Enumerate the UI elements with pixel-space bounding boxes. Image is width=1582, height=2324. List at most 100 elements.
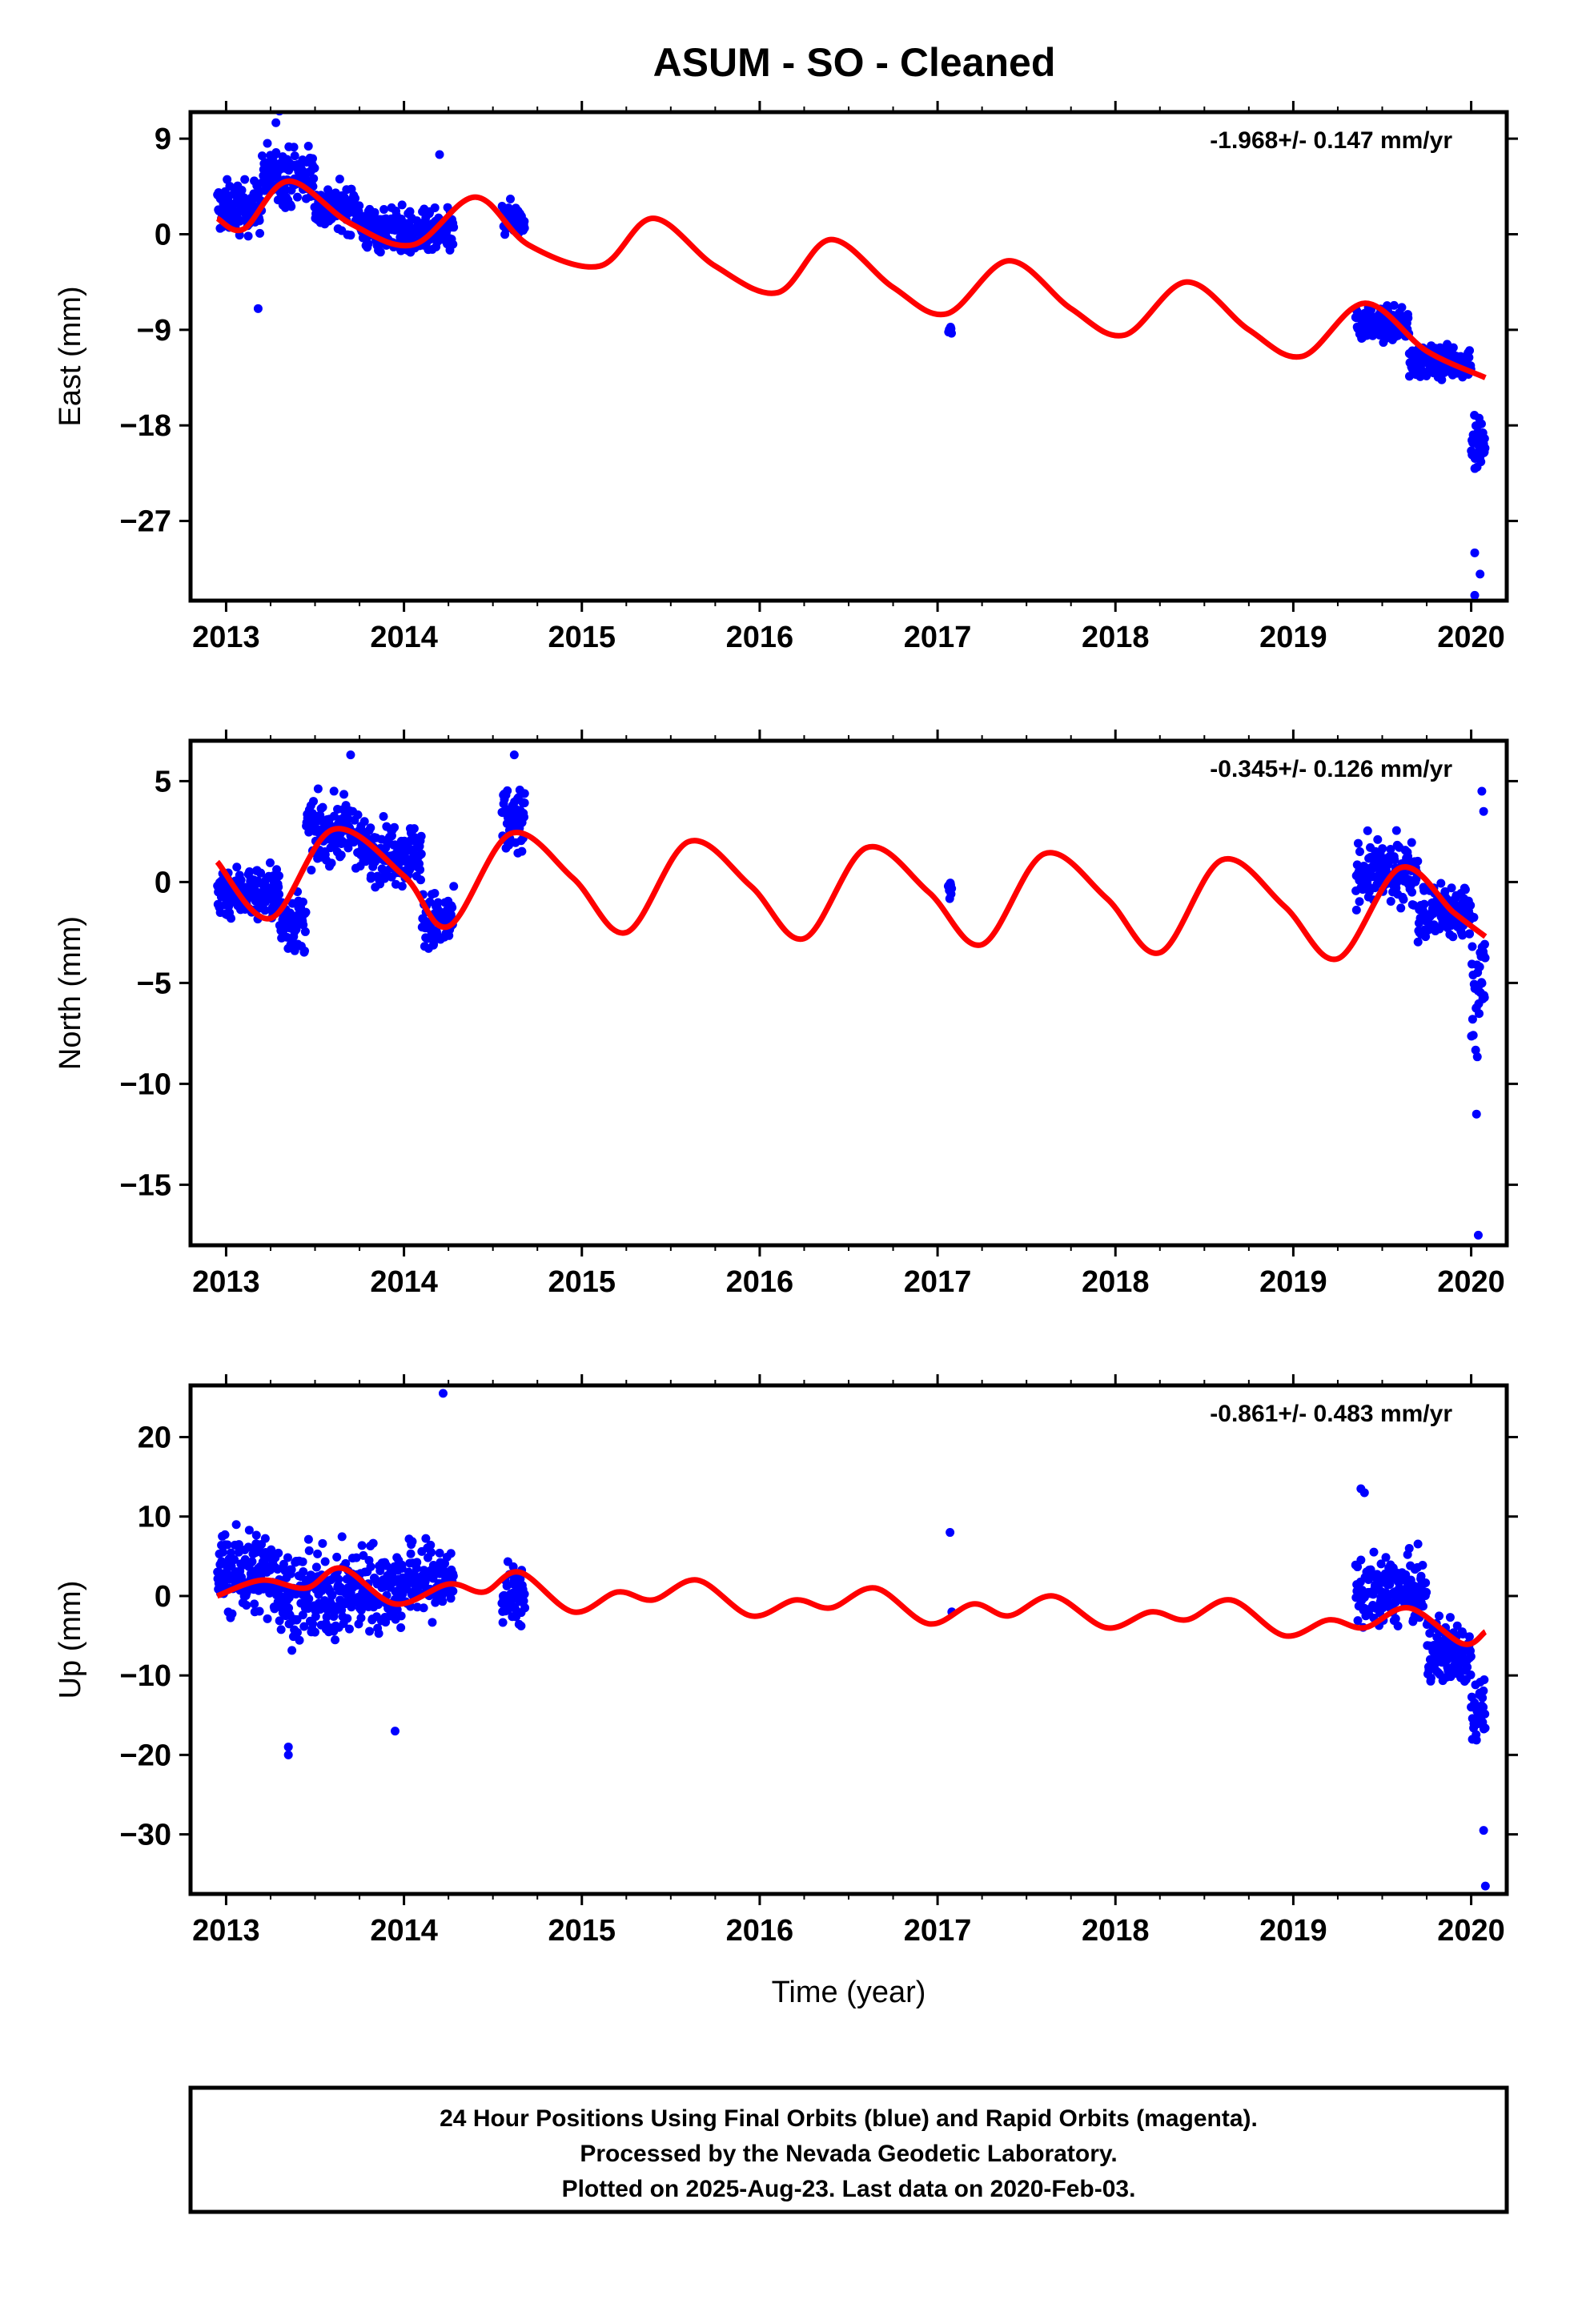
north-data-point <box>430 888 440 898</box>
north-data-point <box>379 812 388 822</box>
north-data-point <box>1413 937 1423 947</box>
north-data-point <box>359 817 369 826</box>
up-data-point <box>419 1603 428 1613</box>
east-ylabel: East (mm) <box>54 286 87 426</box>
east-xtick-label: 2020 <box>1437 621 1505 654</box>
up-data-point <box>1353 1562 1363 1572</box>
north-ytick-label: 5 <box>155 765 171 798</box>
north-data-point <box>1386 897 1395 907</box>
up-data-point <box>320 1557 330 1566</box>
up-data-point <box>274 1548 283 1558</box>
panel-up: 2013 2014 2015 2016 2017 2018 2019 202020100−10… <box>54 1374 1518 2009</box>
east-data-point <box>346 231 355 240</box>
up-ytick-label: −30 <box>120 1819 171 1852</box>
up-data-point <box>287 1646 297 1655</box>
up-data-point <box>327 1590 337 1600</box>
north-data-point <box>1448 932 1458 942</box>
north-data-point <box>1396 903 1406 913</box>
up-outlier-point <box>283 1742 293 1751</box>
up-data-point <box>365 1626 375 1636</box>
north-outlier-point <box>1479 806 1488 816</box>
east-data-point <box>351 194 360 203</box>
footer-box: 24 Hour Positions Using Final Orbits (bl… <box>188 2085 1509 2214</box>
east-data-point <box>237 186 247 195</box>
north-data-point <box>397 882 407 891</box>
up-data-point <box>1369 1547 1379 1557</box>
up-xtick-label: 2019 <box>1259 1914 1327 1948</box>
up-data-point <box>242 1601 251 1610</box>
north-data-point <box>947 883 957 893</box>
east-xtick-label: 2017 <box>904 621 972 654</box>
east-data-point <box>520 216 529 226</box>
north-data-point <box>1399 895 1408 904</box>
up-data-point <box>438 1597 448 1606</box>
up-data-point <box>311 1611 320 1621</box>
up-data-point <box>279 1559 288 1569</box>
east-outlier-point <box>271 118 281 127</box>
up-data-point <box>1480 1723 1490 1733</box>
up-ytick-label: −10 <box>120 1659 171 1693</box>
up-data-point <box>1445 1613 1455 1622</box>
north-data-point <box>405 865 415 875</box>
up-data-point <box>270 1604 279 1614</box>
footer-line-1: 24 Hour Positions Using Final Orbits (bl… <box>440 2105 1258 2132</box>
north-ytick-label: 0 <box>155 866 171 899</box>
east-data-point <box>255 215 264 225</box>
up-data-point <box>368 1538 378 1548</box>
up-data-point <box>292 1627 302 1637</box>
north-data-point <box>433 898 443 907</box>
up-data-point <box>260 1534 270 1543</box>
east-data-point <box>1422 371 1431 380</box>
north-model-curve <box>215 826 1488 963</box>
east-xtick-label: 2014 <box>370 621 438 654</box>
north-data-point <box>1480 939 1489 949</box>
up-data-point <box>448 1586 458 1596</box>
east-data-point <box>263 139 272 148</box>
north-data-point <box>1407 838 1416 847</box>
north-data-point <box>1465 929 1475 939</box>
up-data-point <box>374 1629 383 1638</box>
up-data-point <box>1413 1539 1423 1549</box>
up-data-point <box>520 1603 530 1613</box>
north-data-point <box>1386 845 1395 854</box>
up-data-point <box>516 1621 526 1630</box>
up-data-point <box>311 1562 321 1572</box>
up-data-point <box>1480 1675 1489 1684</box>
up-model-curve <box>216 1565 1488 1647</box>
east-data-point <box>379 205 389 215</box>
north-data-point <box>1480 953 1490 963</box>
north-data-point <box>1466 901 1476 911</box>
up-data-point <box>1421 1578 1431 1588</box>
east-data-point <box>1465 346 1475 356</box>
east-rate-text: -1.968+/- 0.147 mm/yr <box>1210 127 1452 154</box>
north-ytick-label: −5 <box>137 967 171 1000</box>
up-data-point <box>334 1574 343 1584</box>
east-data-point <box>405 207 415 216</box>
north-outlier-point <box>1477 786 1487 796</box>
east-data-point <box>240 175 250 184</box>
east-xtick-label: 2013 <box>192 621 260 654</box>
up-rate-text: -0.861+/- 0.483 mm/yr <box>1210 1401 1452 1427</box>
up-data-point <box>223 1540 232 1550</box>
east-data-point <box>307 154 317 163</box>
up-data-point <box>242 1588 251 1598</box>
east-data-point <box>363 239 373 248</box>
up-data-point <box>446 1549 456 1558</box>
up-data-point <box>251 1530 261 1540</box>
north-data-point <box>275 871 284 881</box>
up-data-point <box>1404 1544 1414 1554</box>
up-data-point <box>508 1562 518 1571</box>
up-data-point <box>1376 1559 1386 1569</box>
up-data-point <box>1479 1686 1488 1695</box>
north-data-point <box>256 868 266 878</box>
up-outlier-point <box>1480 1881 1490 1891</box>
up-xtick-label: 2015 <box>548 1914 616 1948</box>
north-data-point <box>1419 899 1429 909</box>
up-data-point <box>218 1547 227 1557</box>
chart-title: ASUM - SO - Cleaned <box>653 40 1056 85</box>
up-data-point <box>1418 1561 1427 1570</box>
up-data-point <box>1479 1703 1488 1712</box>
east-data-layer <box>213 114 1490 599</box>
up-xlabel: Time (year) <box>772 1976 926 2009</box>
